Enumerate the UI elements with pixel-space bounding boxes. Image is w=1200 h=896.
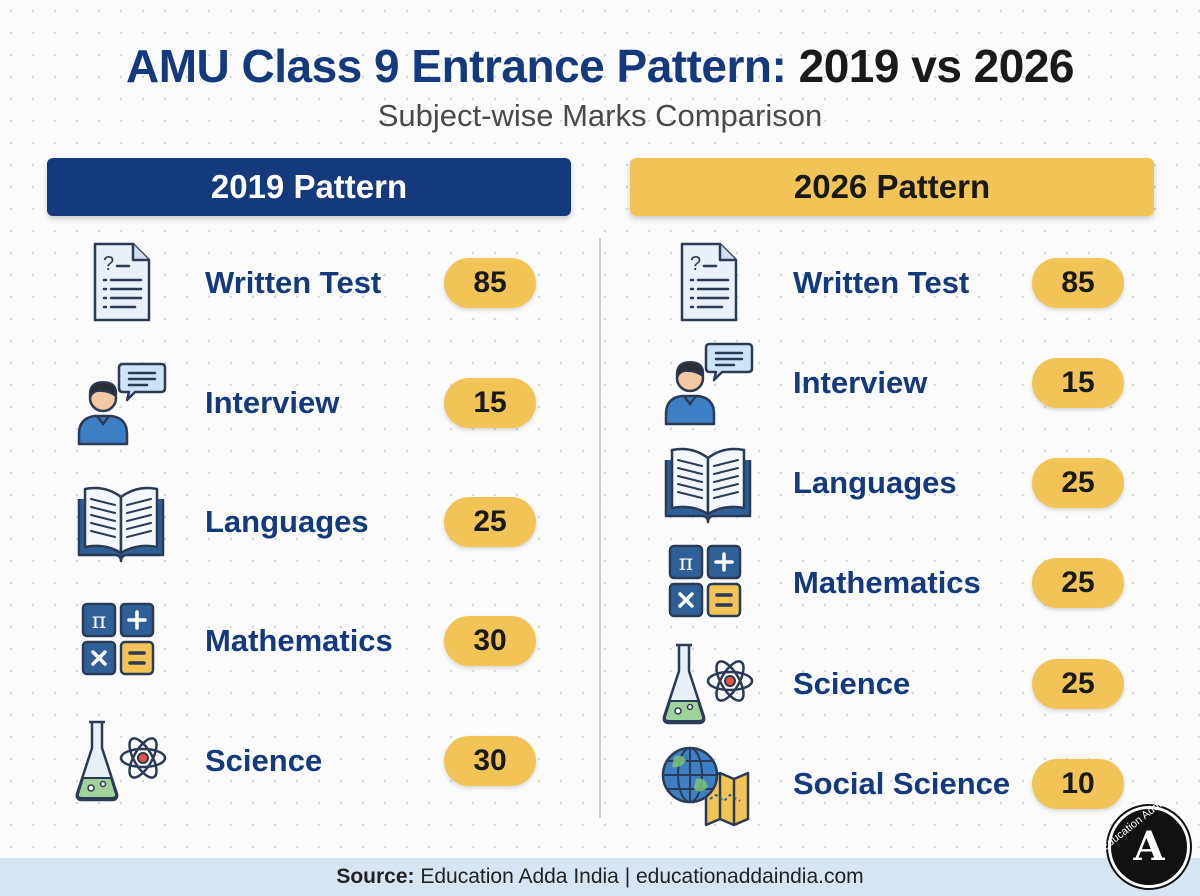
logo-monogram: A	[1133, 823, 1165, 870]
marks-badge: 30	[444, 736, 536, 786]
math-symbols-icon	[660, 538, 756, 628]
math-symbols-icon	[73, 596, 169, 686]
pattern-2019-header: 2019 Pattern	[47, 158, 571, 216]
marks-badge: 30	[444, 616, 536, 666]
person-speech-bubble-icon	[73, 358, 169, 448]
row-interview: Interview 15	[630, 338, 1154, 428]
marks-badge: 25	[1032, 659, 1124, 709]
marks-badge: 10	[1032, 759, 1124, 809]
flask-atom-icon	[660, 639, 756, 729]
subject-label: Languages	[205, 504, 369, 539]
subject-label: Social Science	[793, 766, 1011, 801]
row-science: Science 30	[47, 716, 571, 806]
row-mathematics: Mathematics 30	[47, 596, 571, 686]
title-years: 2019 vs 2026	[798, 40, 1075, 92]
subject-label: Mathematics	[205, 623, 393, 658]
open-book-icon	[73, 477, 169, 567]
subject-label: Interview	[205, 385, 340, 420]
source-label: Source:	[336, 865, 415, 888]
marks-badge: 25	[444, 497, 536, 547]
person-speech-bubble-icon	[660, 338, 756, 428]
subject-label: Languages	[793, 465, 957, 500]
row-interview: Interview 15	[47, 358, 571, 448]
column-divider	[599, 238, 601, 818]
marks-badge: 85	[1032, 258, 1124, 308]
open-book-icon	[660, 438, 756, 528]
row-written-test: Written Test 85	[630, 238, 1154, 328]
pattern-2019-column: 2019 Pattern Written Test 85 Interview 1…	[47, 158, 571, 216]
flask-atom-icon	[73, 716, 169, 806]
subject-label: Mathematics	[793, 565, 981, 600]
row-written-test: Written Test 85	[47, 238, 571, 328]
row-social-science: Social Science 10	[630, 739, 1154, 829]
pattern-2026-column: 2026 Pattern Written Test 85 Interview 1…	[630, 158, 1154, 216]
row-mathematics: Mathematics 25	[630, 538, 1154, 628]
marks-badge: 15	[444, 378, 536, 428]
marks-badge: 25	[1032, 558, 1124, 608]
globe-map-icon	[660, 739, 756, 829]
subject-label: Interview	[793, 365, 928, 400]
document-question-icon	[73, 238, 169, 328]
source-text: Education Adda India | educationaddaindi…	[414, 865, 864, 888]
row-science: Science 25	[630, 639, 1154, 729]
row-languages: Languages 25	[630, 438, 1154, 528]
page-subtitle: Subject-wise Marks Comparison	[377, 98, 823, 133]
subject-label: Science	[793, 666, 911, 701]
row-languages: Languages 25	[47, 477, 571, 567]
page-title: AMU Class 9 Entrance Pattern: 2019 vs 20…	[0, 38, 1200, 94]
marks-badge: 25	[1032, 458, 1124, 508]
document-question-icon	[660, 238, 756, 328]
subject-label: Science	[205, 743, 323, 778]
source-footer: Source: Education Adda India | education…	[0, 858, 1200, 896]
subject-label: Written Test	[205, 265, 382, 300]
marks-badge: 85	[444, 258, 536, 308]
title-text: AMU Class 9 Entrance Pattern:	[125, 40, 799, 92]
subject-label: Written Test	[793, 265, 970, 300]
pattern-2026-header: 2026 Pattern	[630, 158, 1154, 216]
marks-badge: 15	[1032, 358, 1124, 408]
education-adda-logo: Education Adda A	[1099, 797, 1190, 888]
